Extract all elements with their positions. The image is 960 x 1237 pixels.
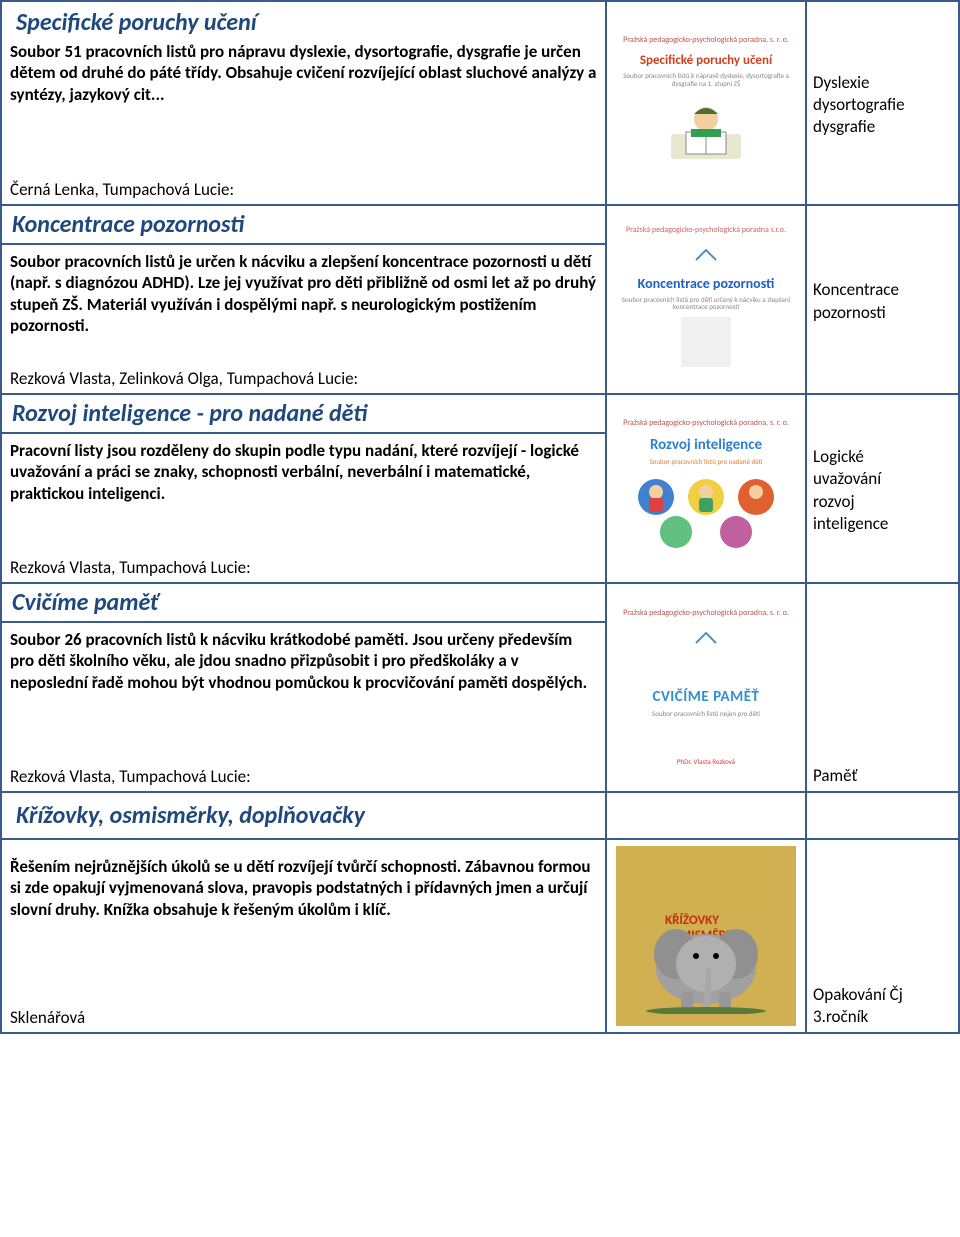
item-tags: Dyslexie dysortografie dysgrafie <box>813 72 952 138</box>
tags-cell: Dyslexie dysortografie dysgrafie <box>807 2 958 204</box>
thumb-credit: PhDr. Vlasta Rezková <box>677 758 735 766</box>
table-row: Křížovky, osmisměrky, doplňovačky <box>2 793 958 840</box>
item-author: Rezková Vlasta, Tumpachová Lucie: <box>10 758 597 787</box>
tags-cell: Logické uvažování rozvoj inteligence <box>807 395 958 582</box>
item-title: Křížovky, osmisměrky, doplňovačky <box>10 797 597 834</box>
item-tags: Koncentrace pozornosti <box>813 279 952 323</box>
main-cell: Řešením nejrůznějších úkolů se u dětí ro… <box>2 840 607 1032</box>
placeholder-icon <box>681 317 731 367</box>
item-description: Soubor 51 pracovních listů pro nápravu d… <box>10 39 597 171</box>
item-author: Rezková Vlasta, Zelinková Olga, Tumpacho… <box>10 360 597 389</box>
book-cover-thumbnail: Pražská pedagogicko-psychologická poradn… <box>616 212 796 387</box>
thumb-title: Specifické poruchy učení <box>640 53 772 68</box>
item-tags: Paměť <box>813 765 952 787</box>
main-cell: Křížovky, osmisměrky, doplňovačky <box>2 793 607 838</box>
thumb-subtitle: Soubor pracovních listů pro nadané děti <box>649 458 762 466</box>
item-author: Černá Lenka, Tumpachová Lucie: <box>10 171 597 200</box>
thumbnail-cell: KŘÍŽOVKY OSMISMĚRKY DOPLŇOVAČKY <box>607 840 807 1032</box>
materials-table: Specifické poruchy učení Soubor 51 praco… <box>0 0 960 1034</box>
tags-cell: Opakování Čj 3.ročník <box>807 840 958 1032</box>
thumb-publisher: Pražská pedagogicko-psychologická poradn… <box>623 419 789 428</box>
item-tags: Logické uvažování rozvoj inteligence <box>813 446 952 534</box>
tags-cell <box>807 793 958 838</box>
children-activities-icon <box>631 472 781 552</box>
logo-icon <box>691 245 721 265</box>
item-description: Pracovní listy jsou rozděleny do skupin … <box>10 438 597 549</box>
item-author: Sklenářová <box>10 989 597 1028</box>
table-row: Řešením nejrůznějších úkolů se u dětí ro… <box>2 840 958 1032</box>
elephant-icon <box>631 914 781 1014</box>
main-cell: Specifické poruchy učení Soubor 51 praco… <box>2 2 607 204</box>
main-cell: Cvičíme paměť Soubor 26 pracovních listů… <box>2 584 607 791</box>
item-title: Rozvoj inteligence - pro nadané děti <box>2 395 605 434</box>
main-cell: Rozvoj inteligence - pro nadané děti Pra… <box>2 395 607 582</box>
item-title: Koncentrace pozornosti <box>2 206 605 245</box>
main-cell: Koncentrace pozornosti Soubor pracovních… <box>2 206 607 393</box>
thumb-publisher: Pražská pedagogicko-psychologická poradn… <box>623 36 789 45</box>
thumbnail-cell: Pražská pedagogicko-psychologická poradn… <box>607 584 807 791</box>
item-description: Řešením nejrůznějších úkolů se u dětí ro… <box>10 854 597 989</box>
item-tags: Opakování Čj 3.ročník <box>813 984 952 1028</box>
thumb-publisher: Pražská pedagogicko-psychologická poradn… <box>626 226 786 235</box>
item-title: Specifické poruchy učení <box>10 6 597 39</box>
item-author: Rezková Vlasta, Tumpachová Lucie: <box>10 549 597 578</box>
table-row: Rozvoj inteligence - pro nadané děti Pra… <box>2 395 958 584</box>
child-reading-icon <box>661 94 751 164</box>
tags-cell: Koncentrace pozornosti <box>807 206 958 393</box>
thumb-subtitle: Soubor pracovních listů pro děti určený … <box>620 296 792 311</box>
table-row: Cvičíme paměť Soubor 26 pracovních listů… <box>2 584 958 793</box>
thumb-subtitle: Soubor pracovních listů nejen pro děti <box>652 710 760 718</box>
book-cover-thumbnail: Pražská pedagogicko-psychologická poradn… <box>616 590 796 785</box>
thumb-title: Koncentrace pozornosti <box>638 275 775 292</box>
book-cover-thumbnail: KŘÍŽOVKY OSMISMĚRKY DOPLŇOVAČKY <box>616 846 796 1026</box>
book-cover-thumbnail: Pražská pedagogicko-psychologická poradn… <box>616 401 796 576</box>
table-row: Koncentrace pozornosti Soubor pracovních… <box>2 206 958 395</box>
thumb-title: CVIČÍME PAMĚŤ <box>653 688 760 706</box>
item-description: Soubor 26 pracovních listů k nácviku krá… <box>10 627 597 758</box>
thumb-title: Rozvoj inteligence <box>650 436 762 454</box>
tags-cell: Paměť <box>807 584 958 791</box>
thumbnail-cell: Pražská pedagogicko-psychologická poradn… <box>607 395 807 582</box>
table-row: Specifické poruchy učení Soubor 51 praco… <box>2 2 958 206</box>
thumb-publisher: Pražská pedagogicko-psychologická poradn… <box>623 609 789 618</box>
item-title: Cvičíme paměť <box>2 584 605 623</box>
thumbnail-cell: Pražská pedagogicko-psychologická poradn… <box>607 2 807 204</box>
item-description: Soubor pracovních listů je určen k nácvi… <box>10 249 597 360</box>
logo-icon <box>691 628 721 648</box>
thumbnail-cell: Pražská pedagogicko-psychologická poradn… <box>607 206 807 393</box>
thumb-subtitle: Soubor pracovních listů k nápravě dyslex… <box>620 72 792 87</box>
thumbnail-cell <box>607 793 807 838</box>
book-cover-thumbnail: Pražská pedagogicko-psychologická poradn… <box>616 8 796 198</box>
